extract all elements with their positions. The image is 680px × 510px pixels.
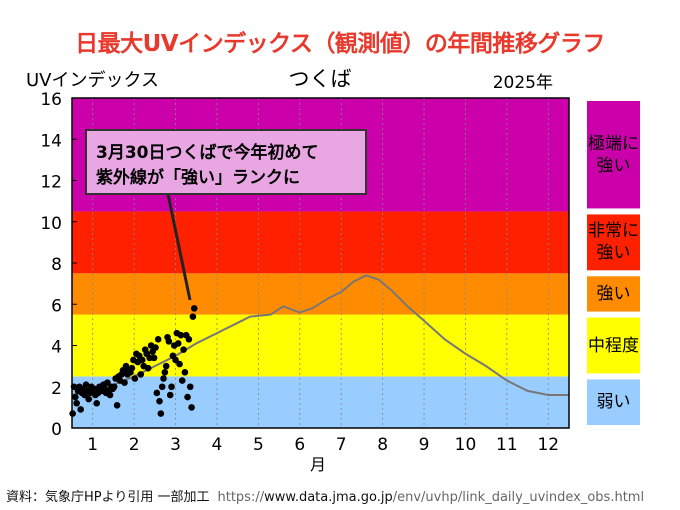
source-label: 資料：気象庁HPより引用 一部加工 bbox=[6, 490, 210, 505]
y-tick-label: 2 bbox=[51, 379, 62, 399]
daily-point bbox=[177, 331, 185, 339]
daily-point bbox=[156, 397, 163, 405]
daily-point bbox=[106, 391, 114, 399]
legend-label-1: 中程度 bbox=[588, 335, 639, 356]
daily-point bbox=[82, 381, 90, 388]
legend-label-0: 弱い bbox=[596, 392, 631, 413]
y-axis-label: UVインデックス bbox=[26, 70, 159, 91]
annotation-line-2: 紫外線が「強い」ランクに bbox=[96, 167, 300, 188]
annotation-pointer bbox=[166, 193, 192, 301]
x-tick-label: 4 bbox=[212, 435, 223, 455]
url-path: /env/uvhp/link_daily_uvindex_obs.html bbox=[392, 490, 645, 505]
y-tick-label: 14 bbox=[40, 131, 62, 151]
daily-point bbox=[190, 305, 198, 312]
y-tick-label: 8 bbox=[51, 255, 62, 275]
daily-point bbox=[131, 375, 139, 382]
daily-point bbox=[104, 379, 111, 386]
y-tick-label: 4 bbox=[51, 338, 62, 358]
daily-point bbox=[188, 404, 195, 411]
band-3 bbox=[72, 211, 569, 274]
x-tick-label: 6 bbox=[294, 435, 305, 455]
y-tick-label: 0 bbox=[51, 420, 62, 440]
daily-point bbox=[166, 391, 174, 399]
daily-point bbox=[90, 385, 98, 393]
daily-point bbox=[160, 375, 167, 382]
x-tick-label: 10 bbox=[455, 435, 477, 455]
y-tick-label: 12 bbox=[40, 173, 62, 193]
legend-label-4: 極端に強い bbox=[588, 133, 639, 176]
y-tick-label: 6 bbox=[51, 296, 62, 316]
x-tick-label: 5 bbox=[253, 435, 264, 455]
annotation-box bbox=[85, 129, 367, 195]
daily-point bbox=[154, 336, 162, 343]
daily-point bbox=[168, 383, 175, 391]
daily-point bbox=[180, 346, 187, 353]
daily-point bbox=[110, 383, 118, 391]
x-axis-label: 月 bbox=[310, 455, 326, 474]
daily-point bbox=[73, 399, 80, 407]
daily-point bbox=[153, 389, 161, 397]
url-domain: www.data.jma.go.jp bbox=[264, 490, 393, 505]
daily-point bbox=[174, 340, 182, 347]
y-tick-label: 16 bbox=[40, 90, 62, 110]
daily-point bbox=[172, 356, 179, 364]
x-tick-label: 9 bbox=[419, 435, 430, 455]
daily-point bbox=[93, 399, 101, 407]
x-tick-label: 12 bbox=[537, 435, 559, 455]
daily-point bbox=[77, 406, 84, 413]
x-tick-label: 2 bbox=[129, 435, 140, 455]
daily-point bbox=[176, 360, 183, 368]
legend-label-3: 非常に強い bbox=[588, 221, 639, 264]
year-label: 2025年 bbox=[493, 73, 553, 93]
daily-point bbox=[158, 383, 166, 391]
daily-point bbox=[189, 313, 197, 320]
daily-point bbox=[161, 369, 169, 376]
x-tick-label: 8 bbox=[377, 435, 388, 455]
daily-point bbox=[137, 371, 145, 378]
x-tick-label: 1 bbox=[87, 435, 98, 455]
daily-point bbox=[186, 383, 194, 391]
daily-point bbox=[162, 362, 170, 370]
daily-point bbox=[144, 364, 152, 372]
legend-swatch-3 bbox=[587, 214, 640, 271]
x-tick-label: 11 bbox=[496, 435, 518, 455]
legend-label-2: 強い bbox=[596, 283, 631, 304]
daily-point bbox=[178, 377, 186, 384]
daily-point bbox=[138, 356, 146, 364]
daily-point bbox=[128, 364, 136, 372]
daily-point bbox=[157, 410, 165, 417]
annotation-line-1: 3月30日つくばで今年初めて bbox=[96, 142, 319, 163]
chart-title: つくば bbox=[289, 67, 352, 91]
page-title: 日最大UVインデックス（観測値）の年間推移グラフ bbox=[75, 31, 605, 57]
legend-swatch-4 bbox=[587, 101, 640, 209]
source-url[interactable]: https://www.data.jma.go.jp/env/uvhp/link… bbox=[218, 490, 645, 505]
source-footer: 資料：気象庁HPより引用 一部加工 https://www.data.jma.go… bbox=[6, 486, 644, 505]
band-2 bbox=[72, 273, 569, 315]
url-prefix: https:// bbox=[217, 490, 265, 505]
legend-swatch-1 bbox=[587, 317, 640, 374]
daily-point bbox=[185, 336, 193, 343]
y-tick-label: 10 bbox=[40, 214, 62, 234]
daily-point bbox=[184, 393, 191, 401]
legend-swatch-0 bbox=[587, 379, 640, 425]
x-tick-label: 3 bbox=[170, 435, 181, 455]
daily-point bbox=[181, 369, 189, 376]
band-0 bbox=[72, 376, 569, 428]
normal-line bbox=[71, 274, 569, 396]
daily-point bbox=[152, 344, 159, 351]
daily-point bbox=[72, 393, 79, 401]
daily-point bbox=[113, 402, 121, 409]
x-tick-label: 7 bbox=[336, 435, 347, 455]
daily-point bbox=[121, 379, 128, 386]
daily-point bbox=[150, 354, 158, 362]
legend-swatch-2 bbox=[587, 276, 640, 312]
daily-point bbox=[165, 338, 173, 345]
daily-point bbox=[85, 395, 93, 403]
